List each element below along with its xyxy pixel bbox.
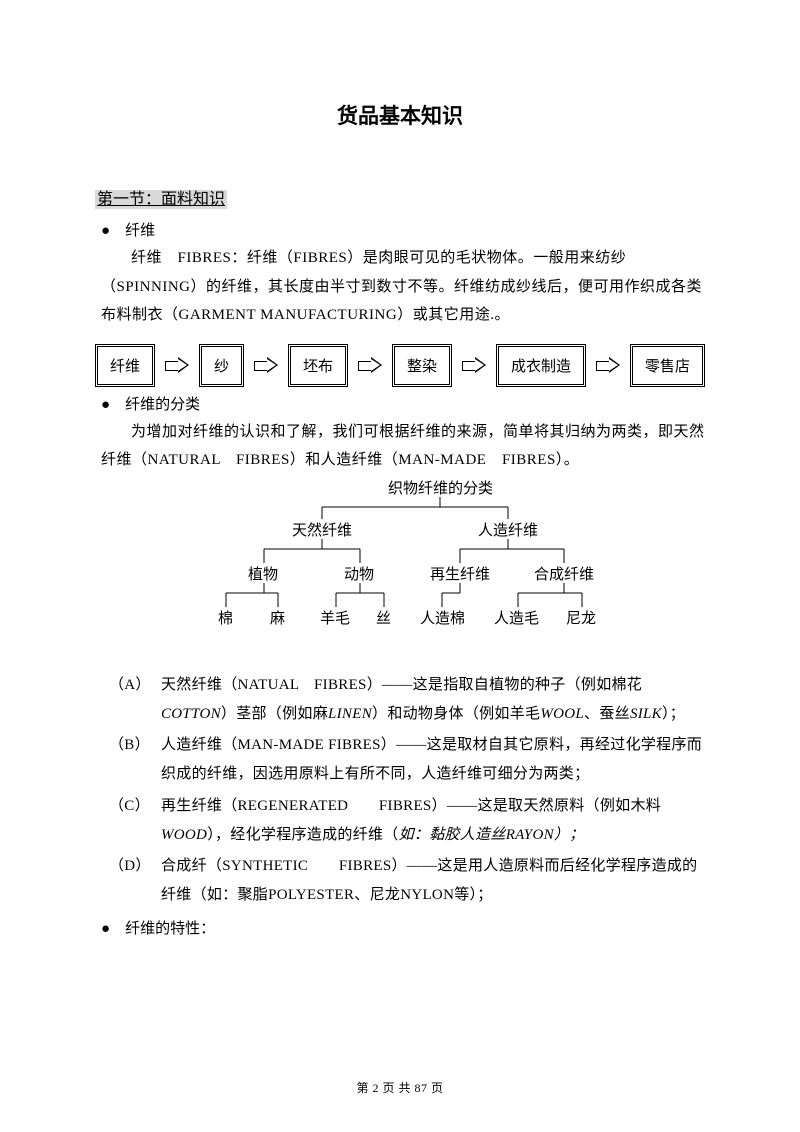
- tree-leaf-0: 棉: [218, 607, 233, 628]
- tree-root: 织物纤维的分类: [388, 477, 493, 498]
- bullet-classification-text: 纤维的分类: [125, 397, 200, 413]
- section-heading: 第一节：面料知识: [95, 190, 227, 209]
- def-text: 再生纤维（REGENERATED FIBRES）——这是取天然原料（例如木料WO…: [161, 792, 705, 851]
- process-flowchart: 纤维 纱 坯布 整染 成衣制造 零售店: [95, 344, 705, 387]
- def-text: 天然纤维（NATUAL FIBRES）——这是指取自植物的种子（例如棉花COTT…: [161, 671, 705, 730]
- bullet-fibre-text: 纤维: [125, 223, 155, 239]
- tree-l3-1: 动物: [344, 563, 374, 584]
- bullet-properties-text: 纤维的特性：: [125, 921, 215, 937]
- page-footer: 第 2 页 共 87 页: [0, 1079, 800, 1096]
- definitions-list: （A） 天然纤维（NATUAL FIBRES）——这是指取自植物的种子（例如棉花…: [95, 671, 705, 911]
- def-item-d: （D） 合成纤（SYNTHETIC FIBRES）——这是用人造原料而后经化学程…: [95, 852, 705, 911]
- tree-leaf-6: 尼龙: [566, 607, 596, 628]
- tree-l3-0: 植物: [248, 563, 278, 584]
- arrow-icon: [254, 358, 278, 372]
- tree-l2-1: 人造纤维: [478, 519, 538, 540]
- def-item-b: （B） 人造纤维（MAN-MADE FIBRES）——这是取材自其它原料，再经过…: [95, 731, 705, 790]
- bullet-fibre: ● 纤维: [101, 219, 705, 240]
- arrow-icon: [596, 358, 620, 372]
- tree-leaf-3: 丝: [376, 607, 391, 628]
- tree-l3-2: 再生纤维: [430, 563, 490, 584]
- paragraph-2: 为增加对纤维的认识和了解，我们可根据纤维的来源，简单将其归纳为两类，即天然纤维（…: [101, 418, 705, 475]
- arrow-icon: [358, 358, 382, 372]
- tree-l2-0: 天然纤维: [292, 519, 352, 540]
- def-text: 合成纤（SYNTHETIC FIBRES）——这是用人造原料而后经化学程序造成的…: [161, 852, 705, 911]
- tree-leaf-4: 人造棉: [420, 607, 465, 628]
- flow-box-1: 纱: [199, 344, 244, 387]
- bullet-classification: ● 纤维的分类: [101, 393, 705, 414]
- def-label: （A）: [95, 671, 161, 730]
- paragraph-1: 纤维 FIBRES：纤维（FIBRES）是肉眼可见的毛状物体。一般用来纺纱（SP…: [101, 244, 705, 330]
- def-label: （D）: [95, 852, 161, 911]
- def-label: （B）: [95, 731, 161, 790]
- arrow-icon: [462, 358, 486, 372]
- tree-leaf-1: 麻: [270, 607, 285, 628]
- tree-l3-3: 合成纤维: [534, 563, 594, 584]
- flow-box-2: 坯布: [288, 344, 348, 387]
- def-item-c: （C） 再生纤维（REGENERATED FIBRES）——这是取天然原料（例如…: [95, 792, 705, 851]
- def-text: 人造纤维（MAN-MADE FIBRES）——这是取材自其它原料，再经过化学程序…: [161, 731, 705, 790]
- def-label: （C）: [95, 792, 161, 851]
- arrow-icon: [165, 358, 189, 372]
- section-heading-container: 第一节：面料知识: [95, 185, 705, 209]
- doc-title: 货品基本知识: [95, 100, 705, 130]
- flow-box-4: 成衣制造: [496, 344, 586, 387]
- bullet-properties: ● 纤维的特性：: [101, 917, 705, 938]
- def-item-a: （A） 天然纤维（NATUAL FIBRES）——这是指取自植物的种子（例如棉花…: [95, 671, 705, 730]
- fibre-tree-diagram: 织物纤维的分类 天然纤维 人造纤维 植物 动物 再生纤维 合成纤维 棉 麻 羊毛…: [140, 477, 660, 657]
- tree-leaf-5: 人造毛: [494, 607, 539, 628]
- tree-leaf-2: 羊毛: [320, 607, 350, 628]
- flow-box-3: 整染: [392, 344, 452, 387]
- flow-box-5: 零售店: [630, 344, 705, 387]
- flow-box-0: 纤维: [95, 344, 155, 387]
